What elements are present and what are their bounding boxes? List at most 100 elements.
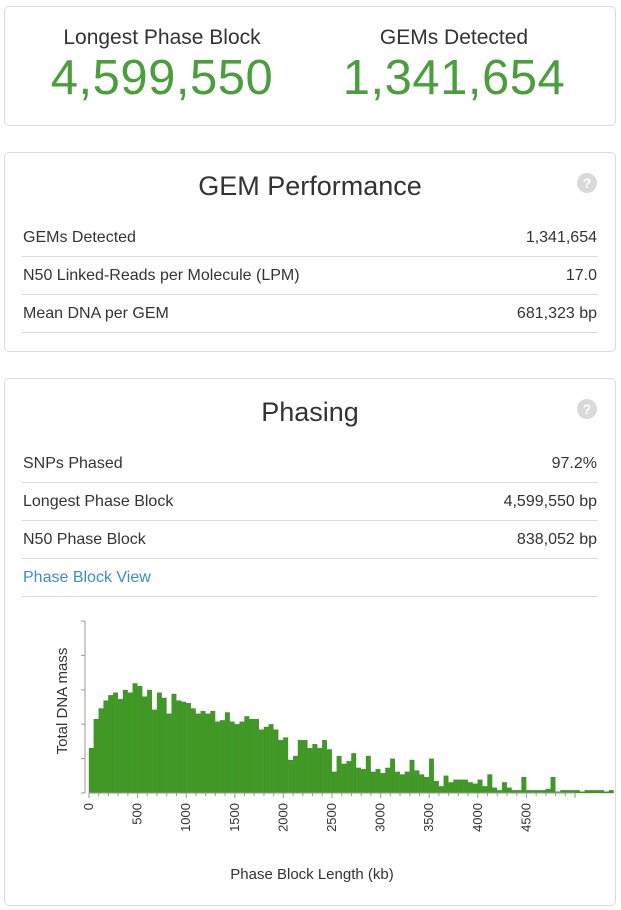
histogram-bar	[448, 782, 454, 794]
histogram-bar	[161, 697, 167, 794]
histogram-bar	[414, 770, 420, 794]
x-tick-label: 3500	[421, 803, 436, 832]
card-title: Phasing	[261, 397, 359, 427]
histogram-bar	[147, 689, 153, 794]
card-title: GEM Performance	[198, 171, 422, 201]
histogram-bar	[453, 779, 459, 794]
histogram-bar	[166, 713, 172, 794]
histogram-bar	[521, 777, 527, 794]
histogram-bar	[438, 786, 444, 794]
histogram-bar	[487, 774, 493, 794]
histogram-bar	[351, 753, 357, 794]
gems-detected-metric: GEMs Detected 1,341,654	[309, 25, 599, 105]
histogram-bar	[224, 712, 230, 794]
histogram-bar	[268, 724, 274, 794]
histogram-bar	[579, 791, 585, 794]
histogram-bar	[492, 787, 498, 794]
histogram-bar	[370, 771, 376, 794]
x-tick-label: 500	[130, 803, 145, 825]
histogram-bar	[137, 685, 143, 794]
table-row: N50 Linked-Reads per Molecule (LPM) 17.0	[22, 257, 598, 295]
longest-phase-block-metric: Longest Phase Block 4,599,550	[17, 25, 307, 105]
x-tick-label: 4500	[518, 803, 533, 832]
histogram-bar	[113, 692, 119, 794]
row-value: 838,052 bp	[516, 530, 597, 548]
histogram-bar	[336, 755, 342, 794]
row-value: 1,341,654	[525, 228, 597, 246]
x-tick-label: 2000	[275, 803, 290, 832]
histogram-bar	[322, 740, 327, 794]
histogram-bar	[356, 767, 362, 794]
histogram-bar	[190, 708, 196, 794]
histogram-bar	[205, 713, 211, 794]
histogram-bar	[127, 692, 133, 794]
x-tick-label: 2500	[324, 803, 339, 832]
y-axis-label: Total DNA mass	[54, 648, 71, 755]
histogram-bar	[249, 718, 255, 794]
row-label: GEMs Detected	[23, 228, 136, 246]
table-row: Longest Phase Block 4,599,550 bp	[22, 483, 598, 521]
metric-value: 4,599,550	[50, 51, 274, 105]
y-axis-ticks	[81, 620, 85, 794]
histogram-bar	[443, 775, 449, 794]
row-label: Mean DNA per GEM	[23, 304, 169, 322]
histogram-bar	[550, 777, 556, 794]
x-tick-label: 1500	[227, 803, 242, 832]
histogram-bar	[263, 726, 269, 794]
histogram-bar	[395, 771, 400, 794]
histogram-bar	[152, 709, 157, 794]
histogram-bar	[380, 773, 386, 794]
histogram-bar	[234, 724, 240, 794]
histogram-bar	[424, 777, 430, 794]
help-icon[interactable]: ?	[577, 399, 597, 419]
histogram-bar	[288, 759, 293, 794]
histogram-bar	[239, 721, 245, 794]
histogram-bar	[278, 740, 284, 794]
phase-block-view-row: Phase Block View	[22, 559, 598, 597]
x-tick-label: 3000	[373, 803, 388, 832]
histogram-bar	[477, 779, 483, 794]
histogram-bar	[220, 720, 225, 794]
metrics-table: GEMs Detected 1,341,654 N50 Linked-Reads…	[22, 219, 598, 333]
histogram-bars	[88, 683, 614, 794]
histogram-bar	[365, 755, 371, 794]
histogram-bar	[433, 780, 439, 794]
histogram-bar	[463, 779, 468, 794]
histogram-bar	[297, 740, 303, 794]
histogram-bar	[390, 758, 396, 794]
summary-card: Longest Phase Block 4,599,550 GEMs Detec…	[4, 6, 616, 126]
histogram-bar	[361, 769, 366, 794]
histogram-bar	[302, 740, 308, 794]
row-label: SNPs Phased	[23, 454, 123, 472]
metric-label: GEMs Detected	[379, 26, 529, 49]
histogram-bar	[210, 711, 216, 794]
histogram-bar	[229, 721, 235, 794]
help-icon[interactable]: ?	[577, 173, 597, 193]
histogram-bar	[156, 692, 162, 794]
histogram-bar	[181, 701, 187, 794]
histogram-bar	[283, 737, 289, 794]
histogram-bar	[200, 711, 206, 794]
histogram-bar	[482, 786, 488, 794]
histogram-bar	[501, 782, 507, 794]
phase-block-view-link[interactable]: Phase Block View	[23, 568, 151, 586]
x-tick-label: 4000	[470, 803, 485, 832]
histogram-bar	[409, 759, 415, 794]
histogram-bar	[215, 721, 221, 794]
histogram-bar	[317, 747, 323, 794]
row-label: N50 Phase Block	[23, 530, 146, 548]
histogram-bar	[132, 683, 138, 794]
histogram-bar	[375, 769, 381, 794]
histogram-bar	[312, 744, 318, 794]
x-tick-label: 1000	[178, 803, 193, 832]
histogram-bar	[186, 703, 191, 794]
metric-label: Longest Phase Block	[63, 26, 261, 49]
histogram-bar	[171, 693, 177, 794]
histogram-bar	[273, 729, 279, 794]
row-label: N50 Linked-Reads per Molecule (LPM)	[23, 266, 300, 284]
phasing-card: Phasing ? SNPs Phased 97.2% Longest Phas…	[4, 378, 616, 906]
histogram-bar	[244, 716, 250, 794]
histogram-bar	[254, 718, 259, 794]
histogram-bar	[142, 696, 148, 794]
histogram-bar	[292, 755, 298, 794]
